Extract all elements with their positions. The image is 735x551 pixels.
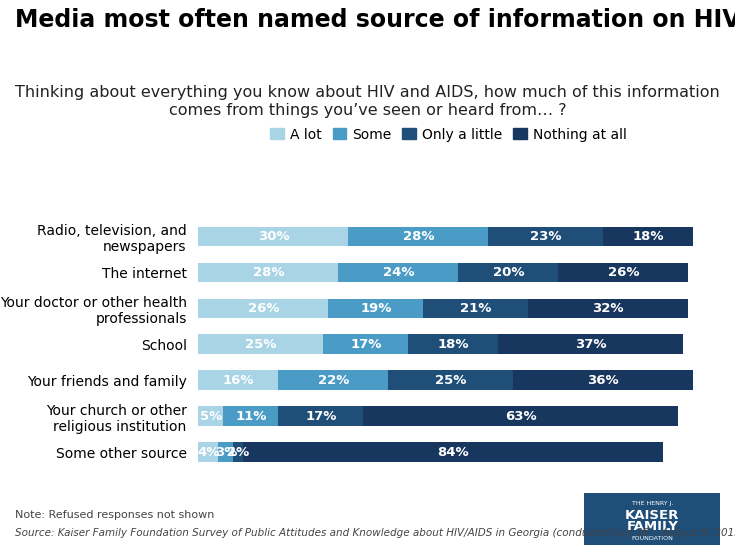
Text: Media most often named source of information on HIV for Georgians: Media most often named source of informa… <box>15 8 735 33</box>
Text: 16%: 16% <box>223 374 254 387</box>
Text: 25%: 25% <box>435 374 467 387</box>
Bar <box>198 370 279 390</box>
Text: 3%: 3% <box>215 446 237 459</box>
Bar <box>513 370 693 390</box>
Bar <box>223 407 279 426</box>
Text: 28%: 28% <box>253 266 284 279</box>
Text: 30%: 30% <box>257 230 290 243</box>
Bar <box>279 370 388 390</box>
Bar <box>388 370 513 390</box>
Text: 18%: 18% <box>633 230 664 243</box>
Text: Source: Kaiser Family Foundation Survey of Public Attitudes and Knowledge about : Source: Kaiser Family Foundation Survey … <box>15 528 735 538</box>
Text: 21%: 21% <box>460 302 492 315</box>
Legend: A lot, Some, Only a little, Nothing at all: A lot, Some, Only a little, Nothing at a… <box>265 122 632 147</box>
Text: 84%: 84% <box>437 446 469 459</box>
Text: 22%: 22% <box>318 374 349 387</box>
Text: 23%: 23% <box>530 230 562 243</box>
Bar <box>323 334 409 354</box>
Text: 19%: 19% <box>360 302 392 315</box>
Bar <box>243 442 663 462</box>
Text: 18%: 18% <box>437 338 469 351</box>
Bar <box>363 407 678 426</box>
Bar <box>528 299 688 318</box>
Text: 2%: 2% <box>227 446 250 459</box>
Bar <box>409 334 498 354</box>
Text: 11%: 11% <box>235 410 267 423</box>
Bar <box>218 442 234 462</box>
Text: 28%: 28% <box>403 230 434 243</box>
Bar <box>198 334 323 354</box>
Text: FOUNDATION: FOUNDATION <box>631 536 673 541</box>
Bar <box>198 262 338 282</box>
Text: FAMILY: FAMILY <box>626 520 678 533</box>
Bar <box>348 226 488 246</box>
Text: 32%: 32% <box>592 302 624 315</box>
Bar <box>198 299 329 318</box>
Text: 26%: 26% <box>248 302 279 315</box>
Bar <box>603 226 693 246</box>
Bar <box>198 442 218 462</box>
Text: 17%: 17% <box>350 338 381 351</box>
Bar <box>488 226 603 246</box>
Text: 5%: 5% <box>200 410 222 423</box>
Bar <box>459 262 559 282</box>
Text: 20%: 20% <box>492 266 524 279</box>
Text: 17%: 17% <box>305 410 337 423</box>
Text: 26%: 26% <box>608 266 639 279</box>
Text: KAISER: KAISER <box>625 509 679 522</box>
Bar <box>234 442 243 462</box>
Text: 63%: 63% <box>505 410 537 423</box>
Text: THE HENRY J.: THE HENRY J. <box>631 501 673 506</box>
Bar <box>329 299 423 318</box>
Text: 25%: 25% <box>245 338 276 351</box>
Bar <box>338 262 459 282</box>
Text: Thinking about everything you know about HIV and AIDS, how much of this informat: Thinking about everything you know about… <box>15 85 720 118</box>
Bar <box>423 299 528 318</box>
Bar <box>198 226 348 246</box>
Text: Note: Refused responses not shown: Note: Refused responses not shown <box>15 510 214 520</box>
Bar <box>198 407 223 426</box>
Text: 36%: 36% <box>587 374 619 387</box>
Text: 4%: 4% <box>197 446 220 459</box>
Bar <box>559 262 688 282</box>
Text: 24%: 24% <box>383 266 414 279</box>
Text: 37%: 37% <box>575 338 606 351</box>
Bar <box>498 334 684 354</box>
Bar <box>279 407 363 426</box>
